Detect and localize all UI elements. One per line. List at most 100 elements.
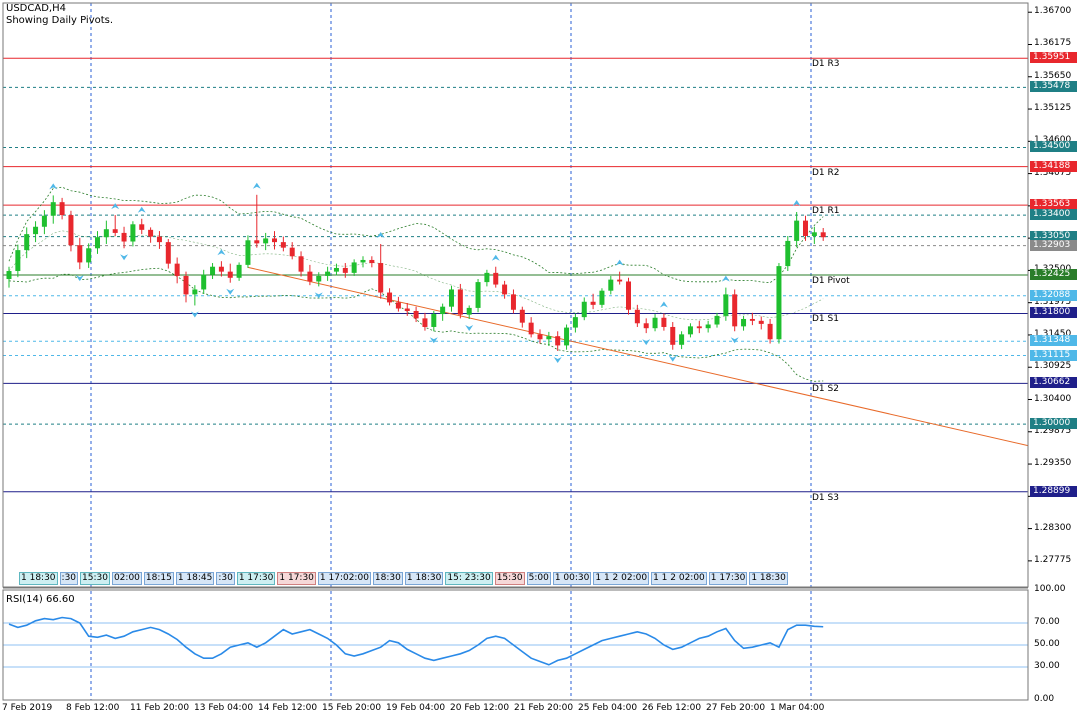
candle-body (564, 327, 570, 346)
pivot-name-label: D1 R3 (812, 59, 840, 70)
candle-body (643, 323, 649, 329)
candle-body (289, 247, 295, 257)
candle-body (661, 317, 667, 327)
fractal-down-arrow (75, 275, 84, 282)
x-tick-label: 11 Feb 20:00 (130, 703, 190, 713)
pivot-name-label: D1 S2 (812, 384, 839, 395)
y-tick-label: 1.27775 (1034, 554, 1072, 565)
candle-body (502, 284, 508, 295)
rsi-y-tick-label: 70.00 (1034, 617, 1060, 627)
x-tick-label: 15 Feb 20:00 (322, 703, 382, 713)
candle-body (156, 236, 162, 243)
session-time-label: 1 17:02:00 (317, 572, 371, 585)
session-time-label: 1 18:30 (404, 572, 444, 585)
candle-body (139, 224, 145, 230)
candle-body (413, 310, 419, 319)
candle-body (794, 220, 800, 241)
y-tick-label: 1.30925 (1034, 361, 1072, 372)
session-time-label: 15:30 (80, 572, 110, 585)
fractal-up-arrow (137, 206, 146, 213)
candle-body (41, 215, 47, 227)
level-price-box: 1.34500 (1030, 141, 1077, 153)
fractal-up-arrow (491, 254, 500, 261)
candle-body (395, 302, 401, 309)
y-tick-label: 1.35125 (1034, 103, 1072, 114)
candlestick-series (6, 194, 826, 351)
candle-body (95, 237, 100, 249)
y-tick-label: 1.30400 (1034, 393, 1072, 404)
candle-body (201, 274, 207, 290)
candle-body (608, 279, 614, 291)
candle-body (466, 307, 472, 315)
candle-body (811, 232, 817, 236)
candle-body (475, 282, 481, 308)
lower-band-line (8, 267, 824, 382)
candle-body (749, 318, 755, 321)
candle-body (165, 242, 171, 264)
candle-body (626, 281, 631, 310)
candle-body (245, 240, 251, 265)
candle-body (148, 229, 154, 237)
pivot-price-box: 1.33563 (1030, 199, 1077, 211)
candle-body (280, 242, 286, 248)
candle-body (457, 289, 463, 315)
pivot-price-box: 1.35951 (1030, 52, 1077, 64)
candle-body (714, 315, 720, 325)
candle-body (342, 267, 348, 273)
candle-body (59, 202, 65, 216)
session-time-label: 1 17:30 (708, 572, 748, 585)
level-price-box: 1.32903 (1030, 239, 1077, 251)
axes-frame (2, 2, 1032, 701)
y-tick-label: 1.36175 (1034, 38, 1072, 49)
candle-body (652, 317, 658, 329)
chart-symbol-title: USDCAD,H4 (6, 3, 66, 14)
candle-body (431, 314, 437, 327)
pivot-name-label: D1 S1 (812, 314, 839, 325)
candle-body (263, 238, 269, 244)
grid-lines (90, 3, 812, 700)
pivot-name-label: D1 Pivot (812, 276, 850, 287)
session-time-label: 1 17:30 (277, 572, 316, 585)
session-time-label: :30 (216, 572, 235, 585)
upper-band-line (8, 186, 824, 284)
candle-body (776, 266, 782, 340)
candle-body (493, 272, 499, 285)
candle-body (121, 232, 127, 242)
x-tick-label: 19 Feb 04:00 (386, 703, 446, 713)
x-tick-label: 20 Feb 12:00 (450, 703, 510, 713)
session-time-label: 5:00 (526, 572, 551, 585)
rsi-y-tick-label: 30.00 (1034, 661, 1060, 671)
candle-body (254, 240, 260, 244)
candle-body (785, 240, 791, 267)
candle-body (378, 263, 384, 293)
fractal-up-arrow (792, 200, 801, 207)
rsi-y-tick-label: 100.00 (1034, 584, 1066, 594)
level-price-box: 1.32088 (1030, 289, 1077, 301)
candle-body (387, 292, 393, 303)
y-tick-label: 1.35650 (1034, 70, 1072, 81)
session-time-label: 18:15 (143, 572, 174, 585)
session-time-label: 15:30 (494, 572, 525, 585)
candle-body (218, 266, 224, 272)
envelope-bands (8, 182, 824, 382)
candle-body (272, 238, 277, 243)
rsi-panel-frame (2, 589, 1029, 701)
candle-body (723, 294, 729, 316)
candle-body (50, 202, 56, 216)
y-tick-label: 1.31450 (1034, 328, 1072, 339)
candle-body (422, 318, 428, 327)
candle-body (484, 272, 490, 283)
x-tick-label: 1 Mar 04:00 (770, 703, 825, 713)
y-tick-label: 1.31975 (1034, 296, 1072, 307)
pivot-name-label: D1 S3 (812, 492, 839, 503)
fractal-down-arrow (120, 254, 129, 261)
horizontal-levels (3, 57, 1028, 493)
candle-body (227, 271, 233, 278)
candle-body (617, 279, 623, 282)
rsi-y-tick-label: 50.00 (1034, 639, 1060, 649)
pivot-price-box: 1.30662 (1030, 377, 1077, 389)
candle-body (590, 301, 596, 305)
pivot-price-box: 1.32425 (1030, 269, 1077, 281)
chart-subtitle: Showing Daily Pivots. (6, 15, 114, 26)
